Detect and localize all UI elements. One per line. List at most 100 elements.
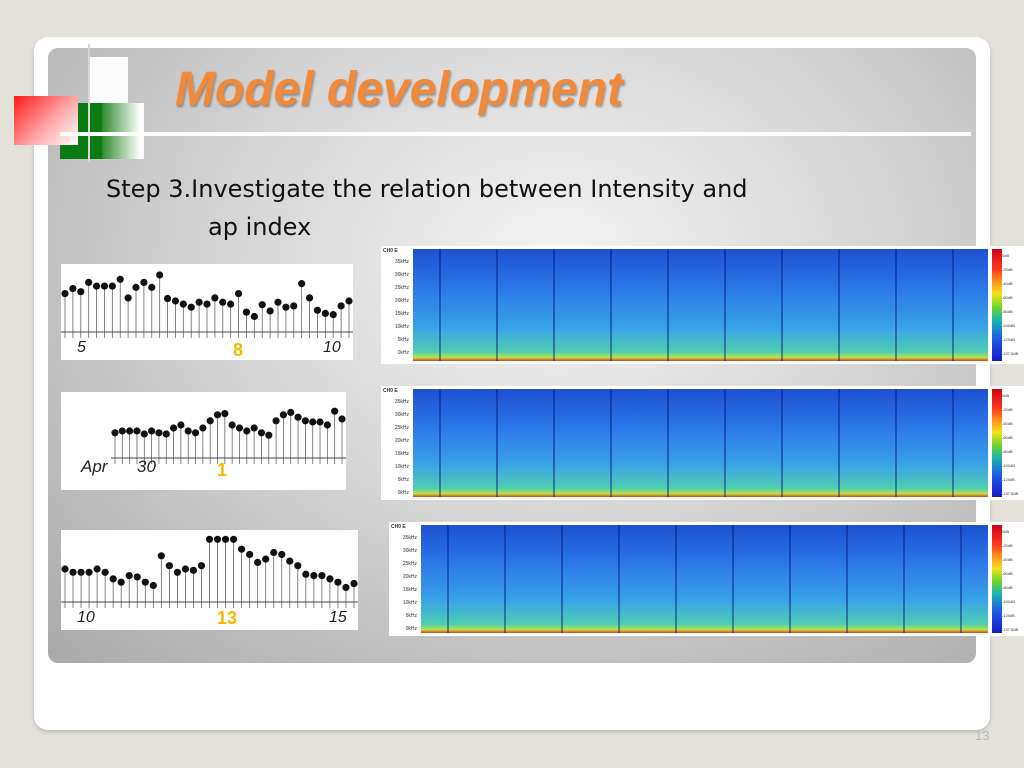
ap-point <box>287 408 295 416</box>
title-underline <box>60 132 971 136</box>
db-label: -80dB <box>1002 449 1013 454</box>
ap-point <box>309 418 317 426</box>
ap-point <box>326 575 334 583</box>
spectrogram-2: CH0 E 35kHz 30kHz 25kHz 20kHz 15kHz 10kHz 5kHz… <box>381 386 1024 500</box>
ap-point <box>156 271 164 279</box>
spectrogram-1: CH0 E 35kHz 30kHz 25kHz 20kHz 15kHz 10kHz 5kHz… <box>381 246 1024 364</box>
ap-point <box>141 578 149 586</box>
deco-square-greenfade <box>102 103 144 159</box>
db-label: -20dB <box>1002 267 1013 272</box>
ap-point <box>77 288 85 296</box>
db-label: -137.5dB <box>1002 627 1019 632</box>
ap-point <box>111 429 119 437</box>
ap-point <box>169 424 178 432</box>
ap-point <box>279 411 288 419</box>
ap-point <box>163 294 172 303</box>
ap-point <box>116 275 124 283</box>
freq-label: 15kHz <box>402 587 417 593</box>
ap-point <box>286 557 294 565</box>
ap-point <box>108 282 116 290</box>
ap-point <box>290 302 298 310</box>
freq-label: 5kHz <box>397 337 409 343</box>
freq-label: 25kHz <box>394 425 409 431</box>
ap-point <box>298 280 306 288</box>
ap-point <box>197 562 206 570</box>
colorbar <box>992 525 1002 633</box>
ap-point <box>126 427 134 435</box>
ap-point <box>179 300 187 308</box>
db-label: -100dB <box>1002 599 1015 604</box>
ap-point <box>148 427 156 435</box>
freq-labels: 35kHz 30kHz 25kHz 20kHz 15kHz 10kHz 5kHz 0kHz <box>381 396 411 500</box>
ap-point <box>93 565 101 573</box>
page-number: 13 <box>975 728 990 743</box>
ap-point <box>69 568 77 576</box>
ap-chart-1: 5 8 10 <box>61 264 353 360</box>
db-label: -20dB <box>1002 543 1013 548</box>
ap-point <box>250 424 258 432</box>
db-label: -137.5dB <box>1002 351 1019 356</box>
ap-point <box>270 548 278 557</box>
spectrogram-freq-axis: CH0 E 35kHz 30kHz 25kHz 20kHz 15kHz 10kHz 5kHz… <box>381 246 411 364</box>
ap-point <box>118 427 126 435</box>
freq-label: 25kHz <box>394 285 409 291</box>
ap-point <box>242 308 251 316</box>
ap-point <box>316 418 324 426</box>
db-label: -80dB <box>1002 585 1013 590</box>
ap-point <box>313 306 322 314</box>
ap-point <box>238 545 246 553</box>
db-label: 0dB <box>1002 393 1010 398</box>
ap-point <box>302 570 310 578</box>
ap-point <box>101 568 109 576</box>
ap-point <box>61 289 69 298</box>
ap-point <box>274 298 282 306</box>
ap-label-event: 13 <box>217 608 237 628</box>
ap-point <box>213 535 222 543</box>
colorbar <box>992 389 1002 497</box>
ap-point <box>195 298 203 306</box>
ap-point <box>124 294 132 302</box>
freq-label: 10kHz <box>394 324 409 330</box>
freq-label: 0kHz <box>397 490 409 496</box>
ap-point <box>278 550 286 559</box>
ap-chart-3: 10 13 15 <box>61 530 358 630</box>
spectrogram-image <box>413 389 988 497</box>
freq-label: 10kHz <box>402 600 417 606</box>
ap-point <box>109 575 117 583</box>
ap-label-event: 1 <box>217 460 227 480</box>
ap-point <box>338 415 346 423</box>
ap-point <box>133 427 141 435</box>
freq-label: 25kHz <box>402 561 417 567</box>
colorbar-labels: 0dB -20dB -40dB -60dB -80dB -100dB -120dB -137.… <box>1002 389 1022 500</box>
ap-point <box>165 562 173 570</box>
ap-point <box>282 303 290 311</box>
ap-point <box>234 289 243 298</box>
ap-point <box>318 572 326 580</box>
ap-point <box>329 311 337 319</box>
ap-point <box>321 309 329 317</box>
ap-point <box>132 283 140 291</box>
ap-chart-1-svg: 5 8 10 <box>61 271 353 360</box>
ap-point <box>345 297 353 305</box>
ap-point <box>157 552 165 560</box>
ap-point <box>85 278 93 286</box>
ap-point <box>206 417 214 425</box>
ap-point <box>205 535 214 543</box>
ap-point <box>334 578 342 586</box>
ap-point <box>189 566 198 574</box>
freq-label: 20kHz <box>394 438 409 444</box>
freq-label: 15kHz <box>394 311 409 317</box>
spectrogram-freq-axis: CH0 E 35kHz 30kHz 25kHz 20kHz 15kHz 10kHz 5kHz… <box>389 522 419 636</box>
ap-point <box>140 278 148 286</box>
colorbar-labels: 0dB -20dB -40dB -60dB -80dB -100dB -120dB -137.… <box>1002 249 1022 361</box>
freq-label: 35kHz <box>402 535 417 541</box>
ap-chart-2: Apr 30 1 <box>61 392 346 490</box>
spectrogram-title: CH0 E <box>391 524 406 530</box>
ap-point <box>162 430 170 438</box>
spectrogram-image <box>413 249 988 361</box>
ap-point <box>350 579 358 588</box>
freq-label: 5kHz <box>397 477 409 483</box>
freq-labels: 35kHz 30kHz 25kHz 20kHz 15kHz 10kHz 5kHz 0kHz <box>389 532 419 636</box>
freq-label: 20kHz <box>394 298 409 304</box>
ap-label-mid: 30 <box>137 457 156 476</box>
